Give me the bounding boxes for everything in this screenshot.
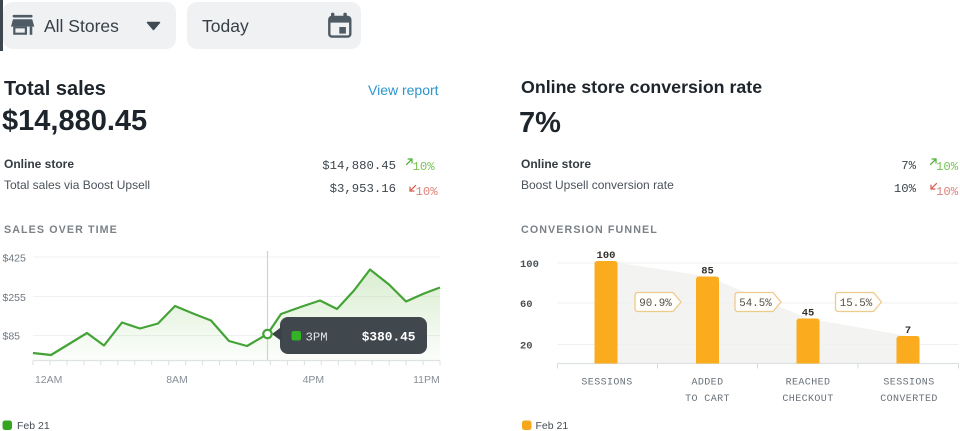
svg-text:85: 85 bbox=[701, 265, 714, 277]
svg-text:ADDED: ADDED bbox=[691, 378, 723, 389]
svg-text:60: 60 bbox=[520, 299, 533, 311]
svg-text:100: 100 bbox=[597, 250, 616, 262]
svg-text:7: 7 bbox=[905, 325, 911, 337]
svg-text:SESSIONS: SESSIONS bbox=[883, 378, 934, 389]
svg-text:11PM: 11PM bbox=[413, 374, 440, 386]
svg-text:CHECKOUT: CHECKOUT bbox=[782, 394, 833, 405]
svg-text:$85: $85 bbox=[3, 330, 21, 342]
svg-text:90.9%: 90.9% bbox=[639, 298, 672, 310]
svg-text:SESSIONS: SESSIONS bbox=[581, 378, 632, 389]
svg-text:CONVERTED: CONVERTED bbox=[880, 394, 938, 405]
svg-text:54.5%: 54.5% bbox=[739, 298, 772, 310]
svg-text:12AM: 12AM bbox=[35, 374, 62, 386]
svg-text:Feb 21: Feb 21 bbox=[17, 420, 50, 431]
svg-text:$425: $425 bbox=[3, 252, 27, 264]
svg-text:45: 45 bbox=[802, 307, 815, 319]
svg-text:TO CART: TO CART bbox=[685, 394, 730, 405]
svg-text:15.5%: 15.5% bbox=[840, 298, 873, 310]
svg-text:100: 100 bbox=[520, 259, 539, 271]
svg-text:REACHED: REACHED bbox=[786, 378, 831, 389]
svg-text:20: 20 bbox=[520, 340, 533, 352]
svg-text:$380.45: $380.45 bbox=[362, 330, 416, 345]
svg-text:Feb 21: Feb 21 bbox=[536, 420, 569, 431]
svg-text:4PM: 4PM bbox=[303, 374, 325, 386]
svg-text:8AM: 8AM bbox=[166, 374, 188, 386]
svg-text:$255: $255 bbox=[3, 292, 27, 304]
svg-text:3PM: 3PM bbox=[306, 331, 328, 345]
